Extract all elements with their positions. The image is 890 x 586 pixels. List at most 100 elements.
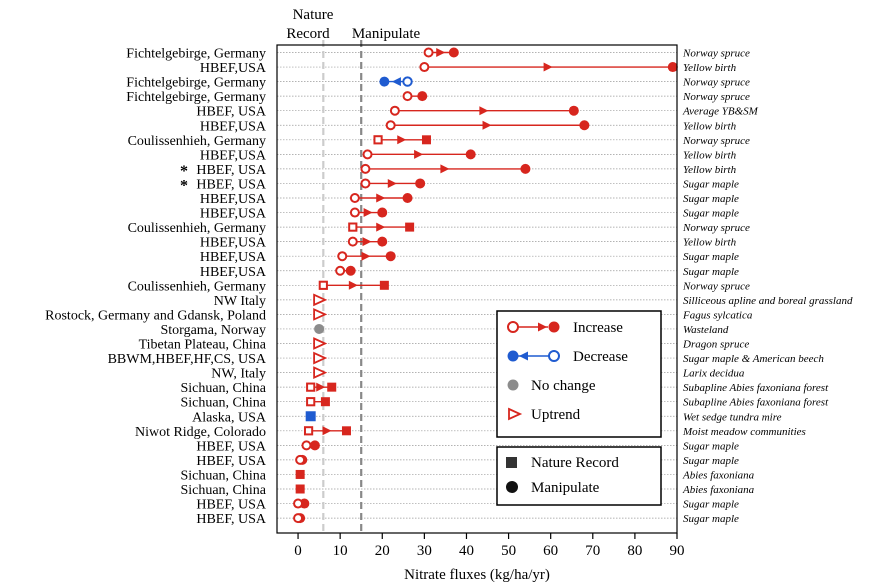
filled-square-marker	[379, 280, 389, 290]
vegetation-label: Sugar maple	[683, 513, 739, 525]
site-mark	[293, 498, 310, 509]
site-mark	[419, 62, 678, 73]
direction-arrow	[436, 48, 446, 57]
open-square-marker	[306, 397, 316, 407]
data-marks	[293, 47, 678, 524]
significance-star: *	[180, 163, 188, 180]
site-mark	[313, 308, 328, 321]
filled-circle-marker	[520, 163, 531, 174]
legend-decrease-open-marker	[548, 350, 560, 362]
legend-decrease-label: Decrease	[573, 349, 628, 365]
vegetation-label: Sugar maple	[683, 499, 739, 511]
filled-circle-marker	[448, 47, 459, 58]
x-tick-label: 20	[375, 543, 390, 559]
site-mark	[360, 178, 426, 189]
vegetation-label: Sugar maple	[683, 455, 739, 467]
site-label: HBEF,USA	[200, 207, 267, 222]
legend-decrease-filled-marker	[507, 350, 519, 362]
open-circle-marker	[295, 454, 306, 465]
vegetation-label: Yellow birth	[683, 120, 737, 132]
vegetation-label: Wasteland	[683, 324, 729, 336]
direction-arrow	[363, 208, 373, 218]
direction-arrow	[376, 193, 386, 203]
plot-frame	[276, 44, 678, 534]
site-label: BBWM,HBEF,HF,CS, USA	[108, 352, 267, 367]
x-tick-label: 70	[585, 543, 600, 559]
open-circle-marker	[389, 105, 400, 116]
site-label: HBEF,USA	[200, 119, 267, 134]
vegetation-label: Yellow birth	[683, 62, 737, 74]
site-label: HBEF,USA	[200, 192, 267, 207]
site-label: Coulissenhieh, Germany	[128, 221, 266, 236]
open-circle-marker	[419, 62, 430, 73]
open-circle-marker	[402, 91, 413, 102]
vegetation-label: Norway spruce	[682, 222, 750, 234]
open-circle-marker	[293, 513, 304, 524]
legend-marker-box	[496, 446, 662, 506]
legend-nature-record-label: Nature Record	[531, 455, 619, 471]
open-square-marker	[373, 135, 383, 145]
site-label: HBEF,USA	[200, 236, 267, 251]
filled-square-marker	[295, 469, 305, 479]
legend-no-change-label: No change	[531, 378, 596, 394]
axes: 0 10 20 30 40 50 60 70 80 90 Nitrate fluxes (kg/h…	[276, 44, 685, 583]
site-label: Storgama, Norway	[161, 323, 267, 338]
filled-circle-marker	[568, 105, 579, 116]
vegetation-label: Sugar maple	[683, 178, 739, 190]
reference-lines: Nature Record Manipulate	[286, 7, 420, 533]
site-mark	[314, 323, 325, 334]
site-label: HBEF,USA	[200, 250, 267, 265]
direction-arrow	[479, 106, 489, 116]
legend-decrease-arrow	[519, 351, 528, 361]
x-tick-label: 0	[294, 543, 302, 559]
uptrend-marker	[313, 337, 328, 350]
vegetation-label: Abies faxoniana	[682, 469, 755, 481]
vegetation-label: Subapline Abies faxoniana forest	[683, 382, 829, 394]
open-circle-marker	[349, 207, 360, 218]
site-mark	[313, 351, 328, 365]
open-circle-marker	[362, 149, 373, 160]
site-label: Rostock, Germany and Gdansk, Poland	[45, 308, 266, 323]
filled-circle-marker	[377, 236, 388, 247]
site-label: HBEF, USA	[196, 454, 267, 469]
direction-arrow	[414, 149, 424, 159]
x-tick-label: 40	[459, 543, 474, 559]
site-mark	[379, 76, 413, 87]
site-mark	[295, 484, 305, 494]
site-mark	[348, 222, 415, 232]
direction-arrow	[361, 251, 371, 261]
open-circle-marker	[337, 251, 348, 262]
legend-increase-filled-marker	[548, 321, 560, 333]
vegetation-label: Sugar maple & American beech	[683, 353, 824, 365]
open-circle-marker	[349, 193, 360, 203]
vegetation-label: Norway spruce	[682, 135, 750, 147]
filled-square-marker	[421, 135, 431, 145]
open-circle-marker	[360, 163, 371, 174]
direction-arrow	[348, 280, 358, 290]
site-mark	[373, 135, 431, 145]
site-mark	[389, 105, 579, 116]
site-label: Coulissenhieh, Germany	[128, 279, 266, 294]
site-label: HBEF,USA	[200, 61, 267, 76]
site-mark	[360, 163, 531, 174]
vegetation-label: Abies faxoniana	[682, 484, 755, 496]
x-tick-label: 90	[670, 543, 685, 559]
filled-circle-marker	[402, 193, 413, 203]
uptrend-marker	[313, 351, 328, 365]
filled-circle-marker	[385, 251, 396, 262]
site-mark	[293, 513, 306, 524]
site-mark	[402, 91, 428, 102]
site-label: Tibetan Plateau, China	[139, 338, 267, 353]
site-label: HBEF, USA	[196, 498, 267, 513]
open-circle-marker	[347, 236, 358, 247]
legend-manipulate-label: Manipulate	[531, 480, 600, 496]
site-mark	[423, 47, 459, 58]
site-mark	[349, 207, 388, 218]
uptrend-marker	[313, 308, 328, 321]
site-label: HBEF,USA	[200, 265, 267, 280]
direction-arrow	[322, 426, 332, 436]
filled-circle-marker	[415, 178, 426, 189]
legend-direction-box	[496, 310, 662, 438]
site-label: Fichtelgebirge, Germany	[126, 47, 266, 62]
filled-circle-marker	[579, 120, 590, 131]
